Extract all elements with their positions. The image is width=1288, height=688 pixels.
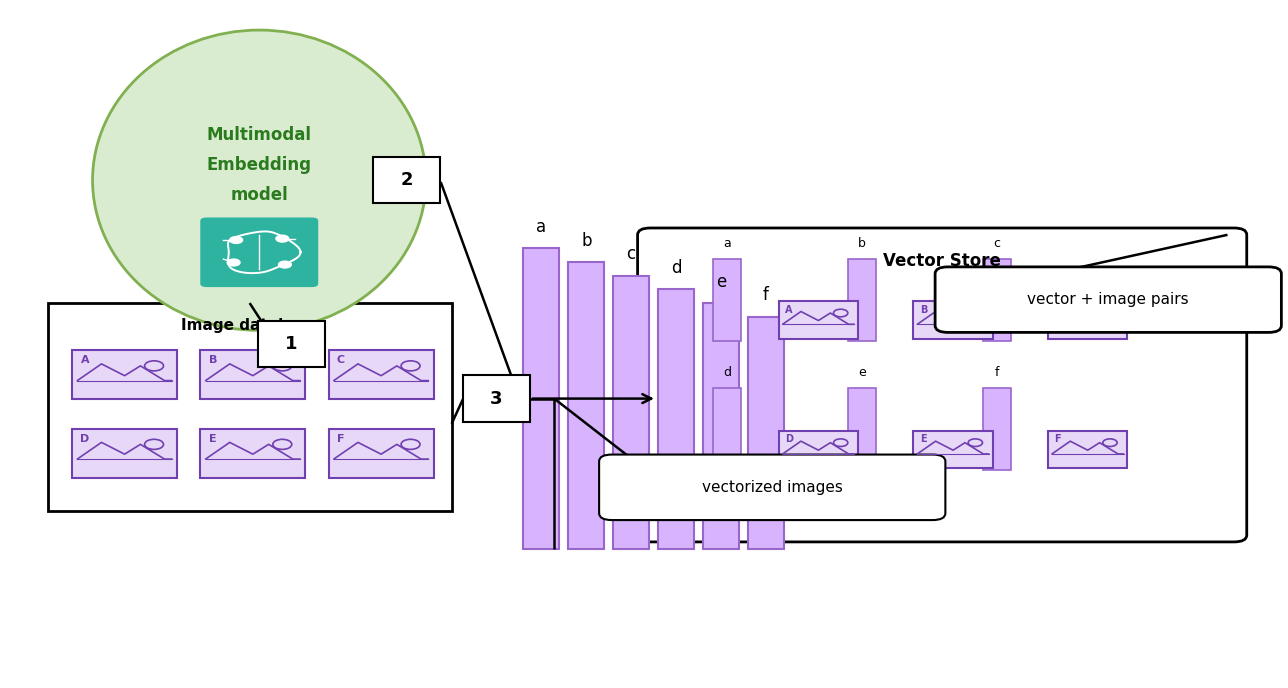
Text: a: a [536, 218, 546, 236]
Text: E: E [209, 433, 216, 444]
Text: 3: 3 [491, 389, 502, 407]
FancyBboxPatch shape [1048, 301, 1127, 338]
FancyBboxPatch shape [638, 228, 1247, 542]
Circle shape [229, 237, 242, 244]
Text: e: e [716, 272, 726, 291]
FancyBboxPatch shape [848, 388, 876, 471]
Text: vectorized images: vectorized images [702, 480, 842, 495]
FancyBboxPatch shape [613, 276, 649, 549]
Text: Embedding: Embedding [207, 156, 312, 174]
Text: f: f [994, 367, 999, 380]
Text: Multimodal: Multimodal [207, 126, 312, 144]
Text: Vector Store: Vector Store [884, 252, 1001, 270]
Text: b: b [581, 232, 591, 250]
FancyBboxPatch shape [464, 376, 529, 422]
Text: vector + image pairs: vector + image pairs [1028, 292, 1189, 307]
Text: F: F [1055, 434, 1061, 444]
Text: d: d [724, 367, 732, 380]
FancyBboxPatch shape [714, 259, 742, 341]
Text: B: B [920, 305, 927, 314]
Text: a: a [724, 237, 732, 250]
Text: f: f [762, 286, 769, 304]
Circle shape [227, 259, 240, 266]
FancyBboxPatch shape [1048, 431, 1127, 469]
FancyBboxPatch shape [568, 262, 604, 549]
Text: D: D [784, 434, 793, 444]
FancyBboxPatch shape [935, 267, 1282, 332]
FancyBboxPatch shape [200, 217, 318, 287]
Text: e: e [858, 367, 866, 380]
FancyBboxPatch shape [658, 290, 694, 549]
FancyBboxPatch shape [523, 248, 559, 549]
FancyBboxPatch shape [258, 321, 325, 367]
Text: F: F [337, 433, 344, 444]
FancyBboxPatch shape [748, 316, 784, 549]
FancyBboxPatch shape [200, 350, 305, 399]
Circle shape [278, 261, 291, 268]
FancyBboxPatch shape [599, 455, 945, 520]
Text: 2: 2 [401, 171, 413, 189]
FancyBboxPatch shape [913, 431, 993, 469]
Text: A: A [784, 305, 792, 314]
Text: E: E [920, 434, 926, 444]
Text: 1: 1 [285, 335, 298, 353]
Text: b: b [858, 237, 866, 250]
FancyBboxPatch shape [913, 301, 993, 338]
FancyBboxPatch shape [983, 388, 1011, 471]
Text: D: D [80, 433, 90, 444]
FancyBboxPatch shape [848, 259, 876, 341]
Text: C: C [1055, 305, 1061, 314]
FancyBboxPatch shape [374, 157, 440, 204]
Text: C: C [337, 355, 345, 365]
Text: model: model [231, 186, 289, 204]
Text: d: d [671, 259, 681, 277]
Text: c: c [993, 237, 1001, 250]
Circle shape [276, 235, 289, 242]
FancyBboxPatch shape [714, 388, 742, 471]
FancyBboxPatch shape [983, 259, 1011, 341]
FancyBboxPatch shape [72, 350, 178, 399]
Text: c: c [627, 246, 636, 264]
FancyBboxPatch shape [200, 429, 305, 477]
Text: Image database: Image database [180, 318, 318, 333]
Text: A: A [80, 355, 89, 365]
FancyBboxPatch shape [328, 429, 434, 477]
FancyBboxPatch shape [779, 431, 858, 469]
FancyBboxPatch shape [779, 301, 858, 338]
Ellipse shape [93, 30, 426, 330]
FancyBboxPatch shape [72, 429, 178, 477]
FancyBboxPatch shape [703, 303, 739, 549]
FancyBboxPatch shape [328, 350, 434, 399]
FancyBboxPatch shape [48, 303, 452, 511]
Text: B: B [209, 355, 218, 365]
